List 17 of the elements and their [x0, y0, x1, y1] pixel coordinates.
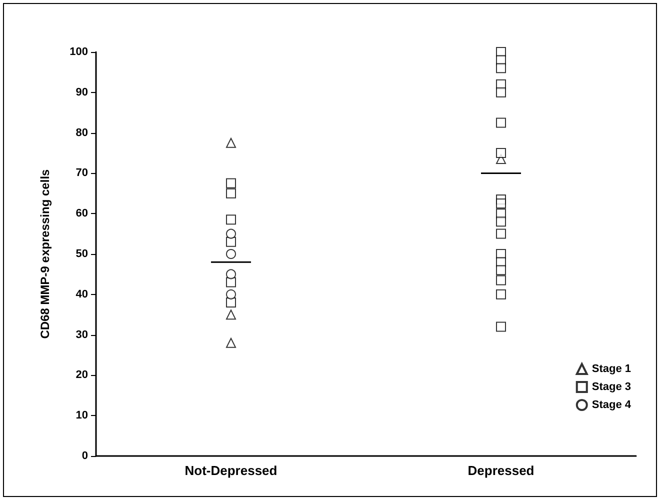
y-tick-label: 0	[82, 450, 88, 462]
y-tick-label: 20	[76, 369, 88, 382]
y-tick-label: 50	[76, 248, 88, 260]
y-tick-label: 30	[76, 328, 88, 341]
legend-label: Stage 1	[592, 363, 632, 375]
y-tick-label: 40	[76, 288, 88, 300]
y-tick-label: 100	[70, 46, 88, 58]
y-tick-label: 10	[76, 410, 88, 422]
legend-label: Stage 3	[592, 381, 632, 393]
x-tick-label: Depressed	[468, 463, 534, 478]
y-axis-title: CD68 MMP-9 expressing cells	[38, 168, 52, 339]
legend-label: Stage 4	[592, 399, 632, 411]
y-tick-label: 90	[76, 86, 88, 98]
y-tick-label: 80	[76, 126, 88, 139]
x-tick-label: Not-Depressed	[184, 463, 278, 478]
y-tick-label: 70	[76, 167, 88, 180]
y-tick-label: 60	[76, 208, 88, 220]
